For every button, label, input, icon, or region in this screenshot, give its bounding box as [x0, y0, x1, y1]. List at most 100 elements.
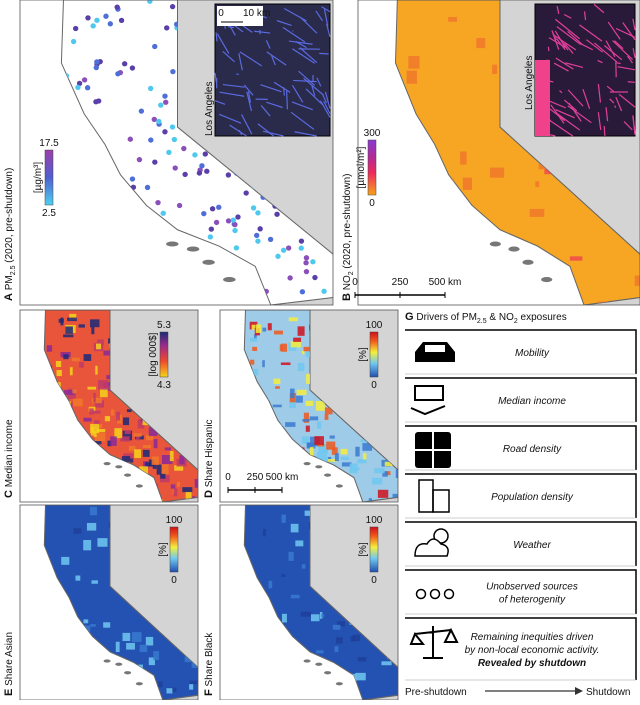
monitor	[310, 259, 315, 264]
island	[124, 474, 131, 477]
monitor	[243, 190, 248, 195]
tract	[273, 405, 282, 408]
tract	[90, 424, 99, 433]
drivers-letter: G	[405, 311, 414, 323]
island	[202, 260, 214, 265]
title-b: & NO	[487, 312, 514, 323]
drivers-panel: G Drivers of PM2.5 & NO2 exposuresMobili…	[405, 311, 636, 698]
tract	[400, 530, 408, 537]
tract	[90, 624, 95, 627]
colorbar-max: 100	[366, 320, 383, 331]
panel-letter: D	[203, 490, 215, 498]
monitor	[204, 169, 209, 174]
tract	[297, 390, 307, 395]
tract	[252, 347, 257, 351]
tract	[105, 416, 110, 421]
tract	[127, 409, 132, 412]
monitor	[251, 205, 256, 210]
monitor	[170, 4, 175, 9]
tract	[285, 422, 295, 427]
monitor	[166, 150, 171, 155]
tract	[167, 688, 173, 693]
tract	[95, 366, 97, 375]
tract	[298, 326, 305, 335]
tract	[57, 370, 62, 376]
colorbar	[170, 527, 178, 572]
island	[336, 484, 343, 487]
colorbar-unit: [%]	[358, 542, 369, 557]
tract	[330, 436, 335, 439]
monitor	[148, 86, 153, 91]
tract	[140, 645, 148, 652]
monitor	[210, 206, 215, 211]
tract	[335, 453, 339, 461]
driver-label: Population density	[491, 492, 574, 503]
monitor	[163, 100, 168, 105]
icon-building	[433, 490, 449, 512]
tract	[250, 360, 254, 365]
monitor	[255, 210, 260, 215]
monitor	[299, 238, 304, 243]
panel: 17.52.5[µg/m³]A PM2.5 (2020, pre-shutdow…	[0, 0, 354, 325]
island	[508, 247, 519, 252]
tract	[92, 411, 100, 414]
label-main: Share Hispanic	[204, 419, 215, 487]
monitor	[257, 226, 262, 231]
inset-road	[319, 53, 328, 54]
tract	[182, 487, 192, 492]
tract	[463, 178, 472, 190]
scale-label: 500 km	[266, 472, 299, 483]
arrow-head	[575, 687, 583, 695]
colorbar-min: 0	[171, 575, 177, 586]
monitor	[173, 165, 178, 170]
monitor	[152, 117, 157, 122]
tract	[268, 581, 272, 588]
tract	[281, 574, 285, 577]
tract	[63, 334, 73, 337]
icon	[425, 345, 445, 352]
tract	[126, 643, 135, 650]
island	[124, 671, 131, 674]
panel-label: A PM2.5 (2020, pre-shutdown)	[3, 168, 17, 301]
monitor	[162, 129, 167, 134]
map	[200, 304, 411, 515]
monitor	[122, 61, 127, 66]
monitor	[94, 59, 99, 64]
monitor	[254, 233, 259, 238]
arrow-from: Pre-shutdown	[405, 687, 467, 698]
monitor	[137, 157, 142, 162]
driver-label: of heterogenity	[499, 595, 566, 606]
tract	[90, 507, 97, 515]
monitor	[232, 228, 237, 233]
title-sub1: 2.5	[477, 318, 487, 325]
monitor	[108, 21, 113, 26]
icon-cloud	[415, 539, 448, 556]
tract	[282, 515, 286, 523]
tract	[530, 209, 545, 217]
tract	[363, 453, 367, 459]
monitor	[304, 269, 309, 274]
monitor	[148, 137, 153, 142]
island	[490, 241, 501, 246]
tract	[83, 540, 91, 550]
inset-road	[604, 126, 605, 136]
inset-road	[617, 63, 621, 64]
monitor	[152, 160, 157, 165]
monitor	[216, 205, 221, 210]
driver-label: by non-local economic activity.	[465, 645, 600, 656]
tract	[335, 646, 339, 652]
scale-label: 0	[225, 472, 231, 483]
monitor	[158, 102, 163, 107]
colorbar-max: 17.5	[39, 138, 59, 149]
island	[315, 465, 322, 468]
label-main: Median income	[4, 419, 15, 487]
tract	[301, 612, 311, 617]
inset-scale-1: 10 km	[243, 8, 270, 19]
tract	[336, 637, 343, 643]
tract	[116, 412, 120, 421]
monitor	[94, 65, 99, 70]
tract	[79, 362, 84, 368]
tract	[171, 484, 176, 488]
